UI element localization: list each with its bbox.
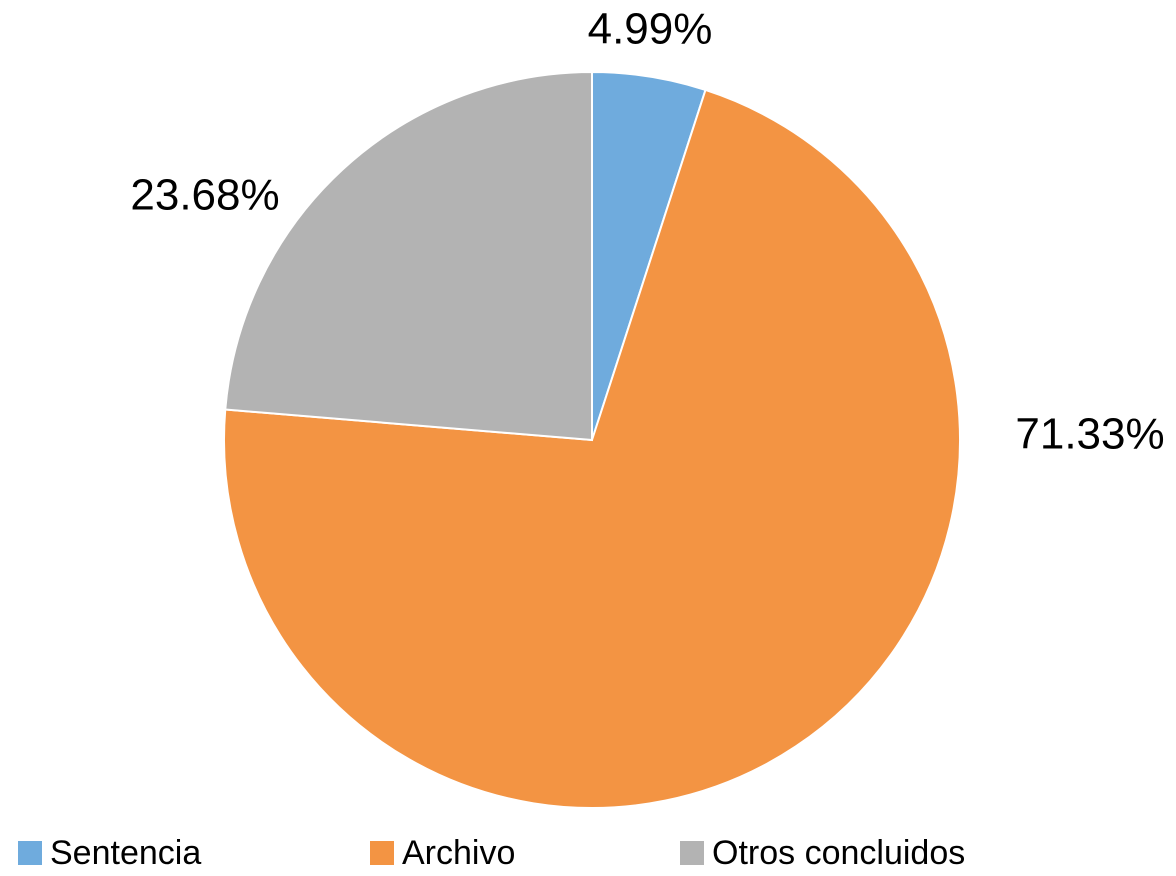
legend-label: Archivo: [402, 834, 515, 872]
pie-slice: [224, 70, 593, 442]
legend-label: Sentencia: [50, 834, 201, 872]
data-label: 23.68%: [130, 171, 279, 220]
data-label: 71.33%: [1015, 410, 1164, 459]
pie-slice: [223, 88, 961, 809]
data-label: 4.99%: [588, 5, 713, 54]
legend-swatch: [370, 841, 394, 865]
legend-swatch: [680, 841, 704, 865]
legend-swatch: [18, 841, 42, 865]
legend-label: Otros concluidos: [712, 834, 965, 872]
